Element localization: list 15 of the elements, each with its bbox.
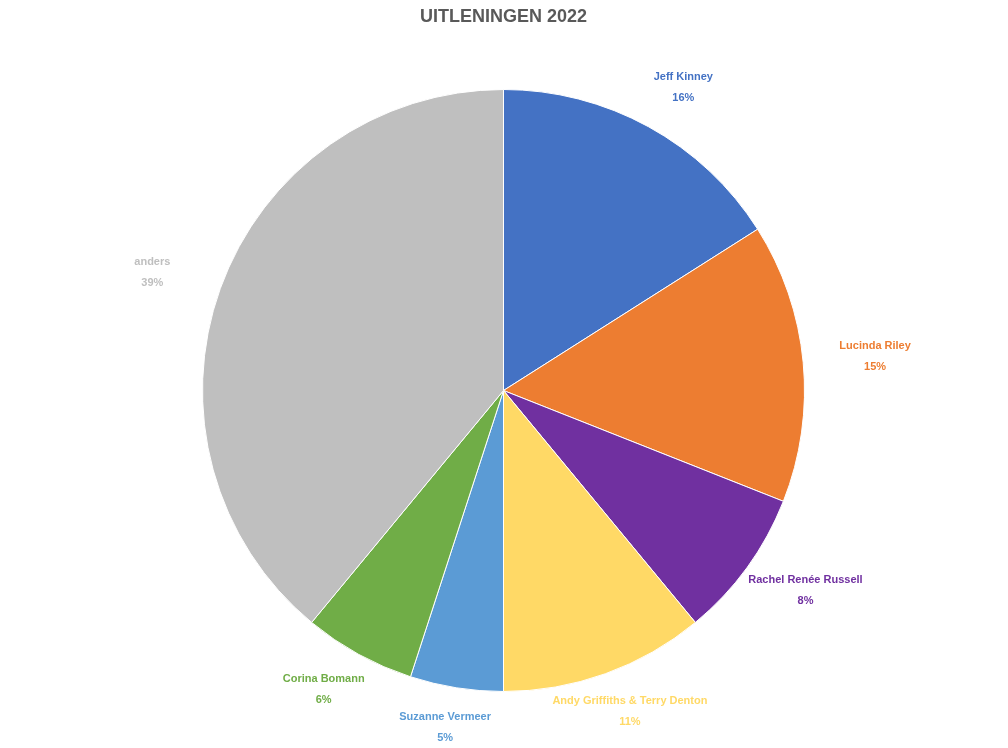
data-label: 11% bbox=[619, 714, 641, 727]
slice-label: Lucinda Riley bbox=[839, 338, 912, 351]
slice-label: Jeff Kinney bbox=[653, 70, 714, 83]
data-label: 39% bbox=[141, 275, 164, 288]
data-label: 8% bbox=[797, 593, 814, 606]
slice-label: Andy Griffiths & Terry Denton bbox=[552, 693, 708, 706]
data-label: 6% bbox=[315, 692, 332, 705]
data-label: 5% bbox=[437, 730, 454, 743]
data-label: 16% bbox=[672, 91, 695, 104]
data-label: 15% bbox=[864, 359, 887, 372]
slice-label: Corina Bomann bbox=[282, 671, 365, 684]
chart-title: UITLENINGEN 2022 bbox=[419, 5, 588, 26]
slice-label: anders bbox=[134, 254, 171, 267]
slice-label: Rachel Renée Russell bbox=[748, 572, 863, 585]
slice-label: Suzanne Vermeer bbox=[399, 709, 492, 722]
